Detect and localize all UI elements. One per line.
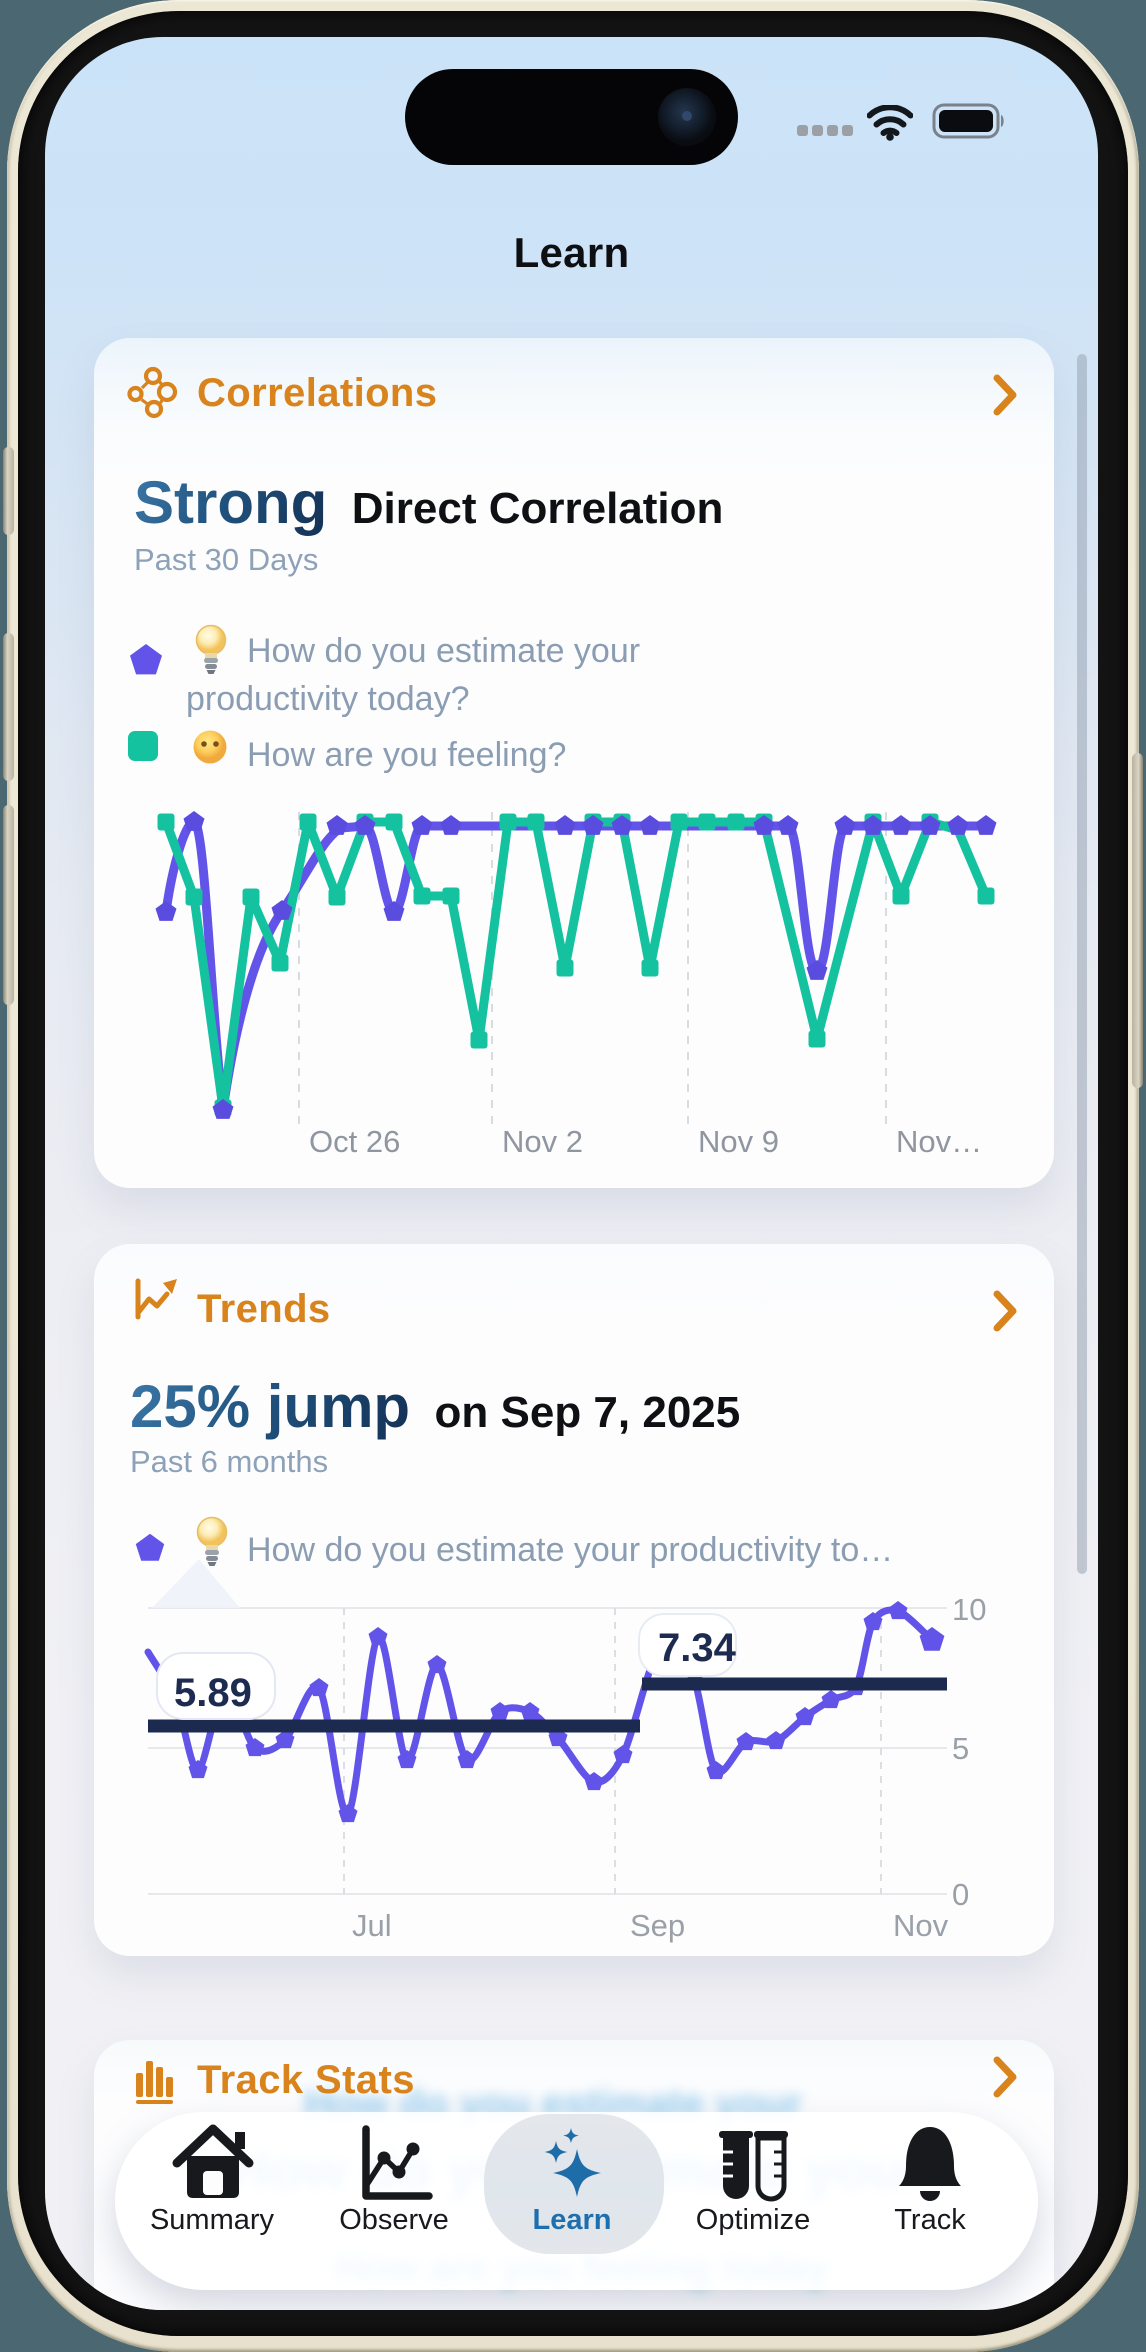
svg-text:Oct 26: Oct 26 — [309, 1124, 400, 1159]
svg-text:0: 0 — [952, 1877, 969, 1912]
svg-text:Jul: Jul — [352, 1908, 392, 1943]
svg-text:Nov 9: Nov 9 — [698, 1124, 779, 1159]
svg-text:7.34: 7.34 — [658, 1626, 737, 1670]
svg-text:Sep: Sep — [630, 1908, 685, 1943]
svg-text:5.89: 5.89 — [174, 1671, 252, 1715]
svg-text:Nov 2: Nov 2 — [502, 1124, 583, 1159]
svg-text:10: 10 — [952, 1592, 986, 1627]
svg-text:Nov…: Nov… — [896, 1124, 982, 1159]
svg-text:5: 5 — [952, 1731, 969, 1766]
svg-text:Nov: Nov — [893, 1908, 949, 1943]
